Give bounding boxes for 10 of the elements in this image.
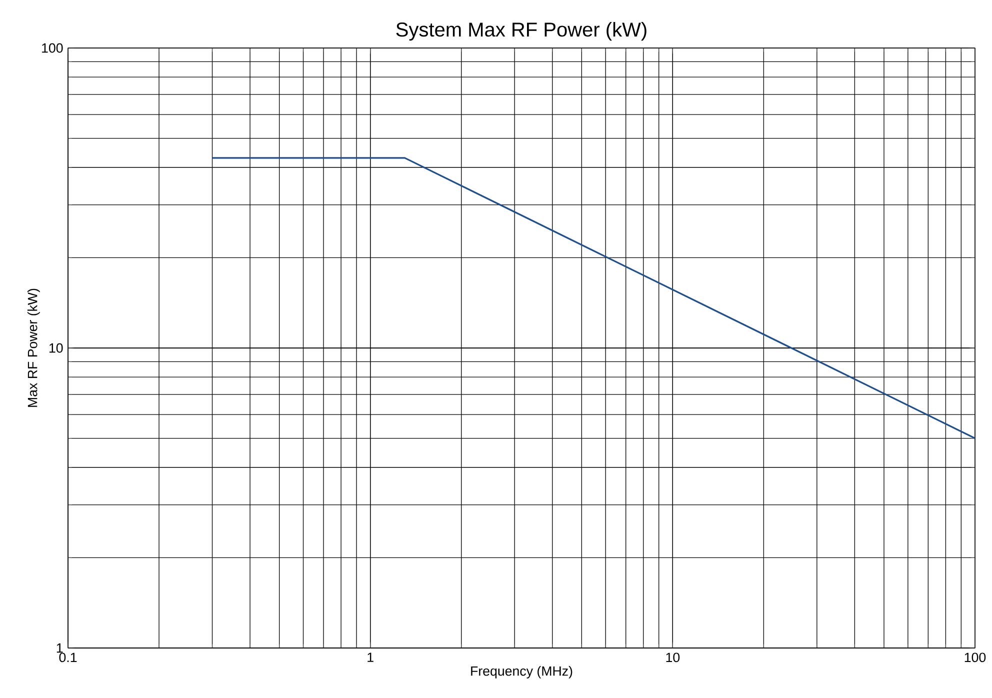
x-tick-label: 100 — [964, 652, 986, 662]
x-tick-label: 1 — [368, 652, 374, 662]
chart-title: System Max RF Power (kW) — [396, 22, 646, 41]
x-axis-title: Frequency (MHz) — [471, 666, 572, 678]
y-tick-label: 100 — [42, 43, 63, 53]
y-tick-label: 1 — [56, 643, 63, 653]
x-tick-label: 0.1 — [59, 652, 77, 662]
x-tick-label: 10 — [666, 652, 680, 662]
y-axis-title: Max RF Power (kW) — [27, 288, 40, 407]
y-tick-label: 10 — [49, 343, 63, 353]
